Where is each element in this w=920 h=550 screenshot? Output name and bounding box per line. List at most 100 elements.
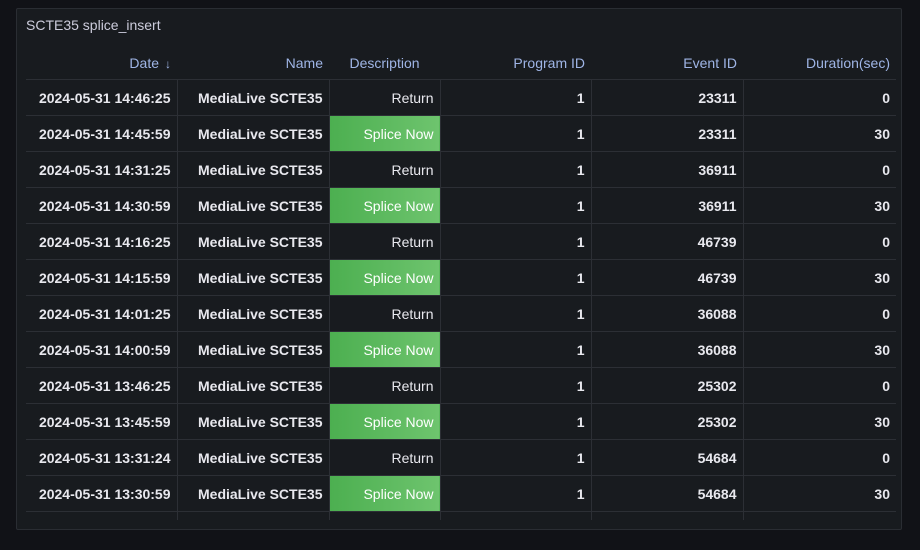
data-table: Date ↓ Name Description Program ID Event … bbox=[26, 46, 896, 520]
date-cell: 2024-05-31 14:31:25 bbox=[26, 151, 178, 188]
table-row: 2024-05-31 14:15:59 MediaLive SCTE35 Splic… bbox=[26, 259, 896, 296]
duration-cell: 0 bbox=[743, 79, 896, 116]
description-cell: Splice Now bbox=[329, 403, 441, 440]
date-cell: 2024-05-31 13:31:24 bbox=[26, 439, 178, 476]
description-cell: Splice Now bbox=[329, 331, 441, 368]
event-id-cell: 54684 bbox=[591, 475, 744, 512]
description-cell: Splice Now bbox=[329, 475, 441, 512]
date-cell: 2024-05-31 14:30:59 bbox=[26, 187, 178, 224]
duration-cell: 30 bbox=[743, 403, 896, 440]
empty-cell bbox=[743, 512, 896, 521]
column-header-name[interactable]: Name bbox=[177, 46, 329, 80]
description-cell: Return bbox=[329, 295, 441, 332]
table-row: 2024-05-31 13:31:24 MediaLive SCTE35 Retur… bbox=[26, 439, 896, 476]
program-id-cell: 1 bbox=[440, 367, 592, 404]
date-cell: 2024-05-31 13:30:59 bbox=[26, 475, 178, 512]
description-cell: Splice Now bbox=[329, 259, 441, 296]
name-cell: MediaLive SCTE35 bbox=[177, 295, 330, 332]
program-id-cell: 1 bbox=[440, 115, 592, 152]
column-header-description[interactable]: Description bbox=[329, 46, 440, 80]
event-id-cell: 36088 bbox=[591, 331, 744, 368]
duration-cell: 0 bbox=[743, 223, 896, 260]
date-cell: 2024-05-31 14:16:25 bbox=[26, 223, 178, 260]
event-id-cell: 23311 bbox=[591, 79, 744, 116]
table-row: 2024-05-31 14:01:25 MediaLive SCTE35 Retur… bbox=[26, 295, 896, 332]
program-id-cell: 1 bbox=[440, 331, 592, 368]
date-cell: 2024-05-31 14:00:59 bbox=[26, 331, 178, 368]
name-cell: MediaLive SCTE35 bbox=[177, 151, 330, 188]
program-id-cell: 1 bbox=[440, 403, 592, 440]
duration-cell: 30 bbox=[743, 187, 896, 224]
event-id-cell: 46739 bbox=[591, 223, 744, 260]
event-id-cell: 25302 bbox=[591, 403, 744, 440]
name-cell: MediaLive SCTE35 bbox=[177, 79, 330, 116]
date-cell: 2024-05-31 14:46:25 bbox=[26, 79, 178, 116]
table-row: 2024-05-31 14:31:25 MediaLive SCTE35 Retur… bbox=[26, 151, 896, 188]
date-cell: 2024-05-31 14:01:25 bbox=[26, 295, 178, 332]
duration-cell: 30 bbox=[743, 331, 896, 368]
description-cell: Return bbox=[329, 367, 441, 404]
name-cell: MediaLive SCTE35 bbox=[177, 259, 330, 296]
empty-cell bbox=[329, 511, 441, 520]
duration-cell: 0 bbox=[743, 367, 896, 404]
program-id-cell: 1 bbox=[440, 151, 592, 188]
column-header-event-id[interactable]: Event ID bbox=[591, 46, 743, 80]
duration-cell: 0 bbox=[743, 295, 896, 332]
duration-cell: 30 bbox=[743, 115, 896, 152]
description-cell: Splice Now bbox=[329, 115, 441, 152]
empty-cell bbox=[26, 511, 178, 520]
table-row: 2024-05-31 13:45:59 MediaLive SCTE35 Splic… bbox=[26, 403, 896, 440]
date-cell: 2024-05-31 14:45:59 bbox=[26, 115, 178, 152]
program-id-cell: 1 bbox=[440, 295, 592, 332]
date-cell: 2024-05-31 13:45:59 bbox=[26, 403, 178, 440]
table-row: 2024-05-31 14:46:25 MediaLive SCTE35 Retur… bbox=[26, 79, 896, 116]
duration-cell: 30 bbox=[743, 475, 896, 512]
program-id-cell: 1 bbox=[440, 79, 592, 116]
column-header-duration[interactable]: Duration(sec) bbox=[743, 46, 896, 80]
event-id-cell: 54684 bbox=[591, 439, 744, 476]
event-id-cell: 25302 bbox=[591, 367, 744, 404]
name-cell: MediaLive SCTE35 bbox=[177, 367, 330, 404]
table-row: 2024-05-31 14:45:59 MediaLive SCTE35 Splic… bbox=[26, 115, 896, 152]
date-cell: 2024-05-31 13:46:25 bbox=[26, 367, 178, 404]
empty-cell bbox=[177, 511, 330, 520]
description-cell: Return bbox=[329, 439, 441, 476]
description-cell: Return bbox=[329, 79, 441, 116]
table-row: 2024-05-31 14:00:59 MediaLive SCTE35 Splic… bbox=[26, 331, 896, 368]
event-id-cell: 23311 bbox=[591, 115, 744, 152]
event-id-cell: 36911 bbox=[591, 151, 744, 188]
date-cell: 2024-05-31 14:15:59 bbox=[26, 259, 178, 296]
name-cell: MediaLive SCTE35 bbox=[177, 475, 330, 512]
event-id-cell: 36911 bbox=[591, 187, 744, 224]
description-cell: Return bbox=[329, 223, 441, 260]
column-label: Date bbox=[129, 54, 159, 71]
empty-cell bbox=[591, 511, 744, 520]
panel-title[interactable]: SCTE35 splice_insert bbox=[26, 17, 161, 33]
name-cell: MediaLive SCTE35 bbox=[177, 115, 330, 152]
program-id-cell: 1 bbox=[440, 259, 592, 296]
arrow-down-icon: ↓ bbox=[165, 56, 171, 71]
duration-cell: 0 bbox=[743, 151, 896, 188]
table-row: 2024-05-31 13:30:59 MediaLive SCTE35 Splic… bbox=[26, 475, 896, 512]
program-id-cell: 1 bbox=[440, 439, 592, 476]
duration-cell: 0 bbox=[743, 439, 896, 476]
panel: SCTE35 splice_insert Date ↓ Name Descript… bbox=[16, 8, 902, 530]
program-id-cell: 1 bbox=[440, 475, 592, 512]
event-id-cell: 36088 bbox=[591, 295, 744, 332]
duration-cell: 30 bbox=[743, 259, 896, 296]
program-id-cell: 1 bbox=[440, 187, 592, 224]
name-cell: MediaLive SCTE35 bbox=[177, 223, 330, 260]
name-cell: MediaLive SCTE35 bbox=[177, 439, 330, 476]
event-id-cell: 46739 bbox=[591, 259, 744, 296]
table-row: 2024-05-31 14:30:59 MediaLive SCTE35 Splic… bbox=[26, 187, 896, 224]
table-row: 2024-05-31 14:16:25 MediaLive SCTE35 Retur… bbox=[26, 223, 896, 260]
description-cell: Splice Now bbox=[329, 187, 441, 224]
table-row-partial bbox=[26, 511, 896, 521]
description-cell: Return bbox=[329, 151, 441, 188]
empty-cell bbox=[440, 511, 592, 520]
header-row: Date ↓ Name Description Program ID Event … bbox=[26, 46, 896, 80]
column-header-program-id[interactable]: Program ID bbox=[440, 46, 591, 80]
name-cell: MediaLive SCTE35 bbox=[177, 187, 330, 224]
column-header-date[interactable]: Date ↓ bbox=[26, 46, 177, 80]
program-id-cell: 1 bbox=[440, 223, 592, 260]
